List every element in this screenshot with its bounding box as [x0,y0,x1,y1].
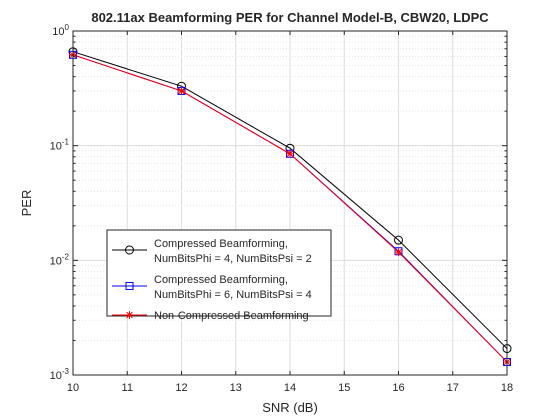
legend-marker-3 [125,311,134,319]
asterisk-stroke [126,311,133,319]
legend-entry-2-line-1: Compressed Beamforming, [154,274,288,286]
x-tick-label: 17 [447,382,459,394]
legend-box [106,229,332,317]
series-3-point [394,248,403,257]
legend: Compressed Beamforming, NumBitsPhi = 4, N… [106,229,332,322]
x-tick-label: 12 [175,382,187,394]
x-axis-title: SNR (dB) [262,400,318,415]
asterisk-stroke [395,248,402,256]
tick-layer: 10 11 12 13 14 15 16 17 18 100 10-1 10-2 10-3 [50,23,514,394]
x-tick-label: 18 [501,382,513,394]
x-tick-label: 14 [284,382,296,394]
series-1-point [394,235,403,245]
chart-title: 802.11ax Beamforming PER for Channel Mod… [91,10,489,25]
legend-entry-1-line-2: NumBitsPhi = 4, NumBitsPsi = 2 [154,253,312,265]
series-3-point [286,149,294,158]
y-axis-title: PER [19,190,34,217]
legend-marker-2 [125,282,134,290]
series-line-1 [72,51,508,349]
series-layer [68,47,512,366]
legend-marker-1 [125,245,134,255]
x-tick-label: 13 [230,382,242,394]
asterisk-stroke [178,87,185,95]
asterisk-stroke [286,150,294,157]
x-tick-label: 10 [67,382,79,394]
series-3-point [177,86,186,95]
x-tick-label: 11 [122,382,133,394]
x-tick-label: 15 [338,382,350,394]
y-tick-label: 100 [52,23,69,38]
y-tick-label: 10-1 [50,138,70,153]
y-tick-label: 10-3 [50,367,70,382]
y-tick-label: 10-2 [50,252,70,267]
legend-entry-1-line-1: Compressed Beamforming, [154,238,288,250]
x-tick-label: 16 [392,382,404,394]
legend-entry-3-line-1: Non-Compressed Beamforming [154,310,309,322]
legend-entry-2-line-2: NumBitsPhi = 6, NumBitsPsi = 4 [154,289,312,301]
